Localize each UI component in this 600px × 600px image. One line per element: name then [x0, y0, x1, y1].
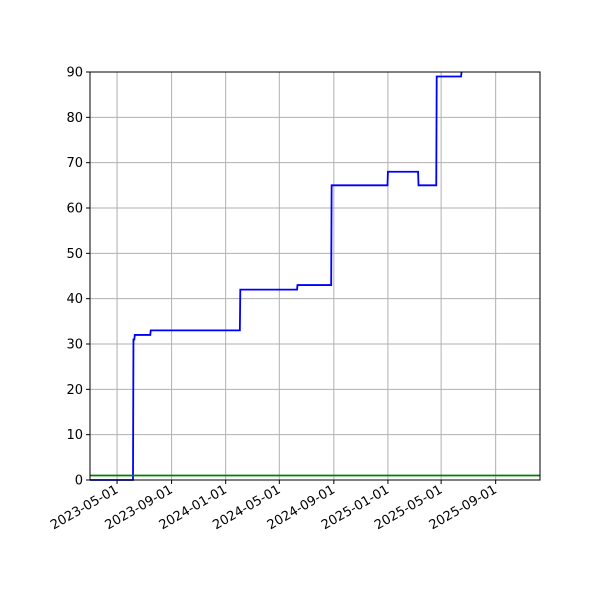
plot-frame [89, 71, 541, 481]
y-tick-label: 70 [66, 156, 83, 171]
y-tick-label: 40 [66, 292, 83, 307]
y-tick-label: 30 [66, 338, 83, 353]
y-tick-label: 0 [75, 474, 83, 489]
y-tick-label: 60 [66, 202, 83, 217]
y-axis: 0 10 20 30 40 50 60 70 80 90 [66, 66, 90, 489]
y-tick-label: 80 [66, 111, 83, 126]
y-tick-label: 50 [66, 247, 83, 262]
series-group [90, 71, 540, 481]
y-tick-label: 90 [66, 66, 83, 81]
y-tick-label: 20 [66, 383, 83, 398]
series-line [90, 71, 463, 481]
y-tick-label: 10 [66, 428, 83, 443]
